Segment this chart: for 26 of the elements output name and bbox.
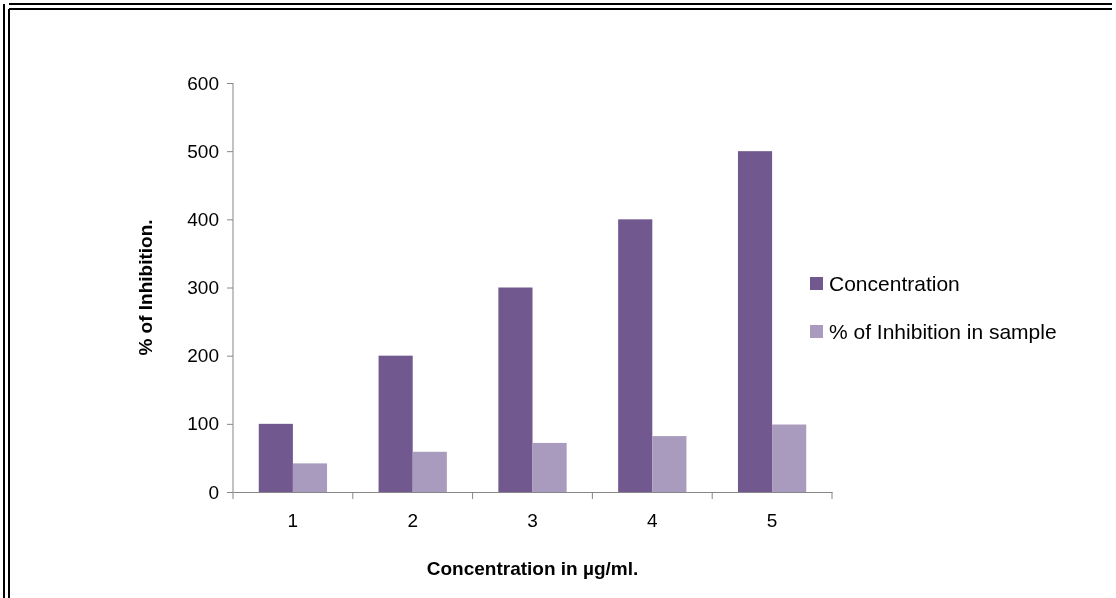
bar	[532, 442, 567, 492]
y-tick-label: 400	[187, 208, 219, 230]
y-tick-label: 300	[187, 277, 219, 299]
y-tick-label: 100	[187, 413, 219, 435]
x-tick-label: 4	[647, 510, 659, 532]
x-tick-label: 1	[287, 510, 299, 532]
legend-label: % of Inhibition in sample	[829, 320, 1057, 343]
x-tick-label: 2	[407, 510, 418, 532]
bar	[618, 219, 653, 492]
y-tick-label: 200	[187, 345, 219, 367]
x-tick-label: 5	[766, 510, 778, 532]
y-tick-label: 0	[208, 481, 219, 503]
bar	[737, 151, 773, 492]
bar	[412, 451, 447, 492]
bar	[378, 355, 413, 492]
x-axis-title: Concentration in µg/ml.	[426, 558, 639, 579]
y-axis-title: % of Inhibition.	[135, 219, 156, 356]
y-tick-label: 600	[187, 72, 219, 94]
bar	[652, 436, 687, 492]
bar	[258, 423, 293, 492]
legend-label: Concentration	[829, 272, 960, 295]
x-tick-label: 3	[527, 510, 538, 532]
bar	[498, 287, 533, 492]
bar	[772, 424, 807, 492]
bar	[292, 463, 328, 492]
y-tick-label: 500	[187, 140, 219, 162]
